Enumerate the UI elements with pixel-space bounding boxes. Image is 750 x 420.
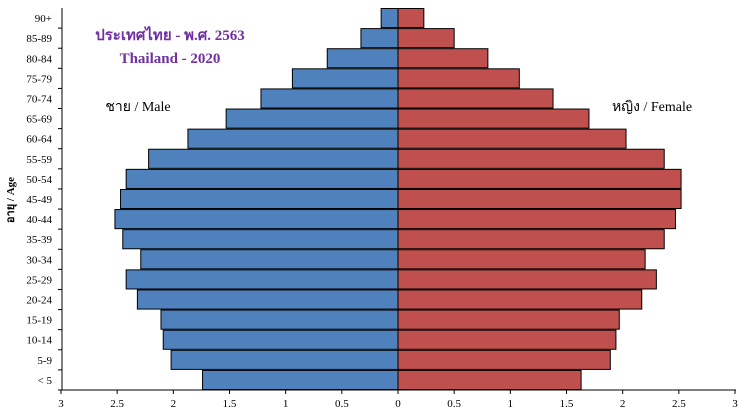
bar-male-18 <box>380 8 399 29</box>
bar-male-13 <box>225 108 399 129</box>
y-tick-label-2: 10-14 <box>26 335 52 347</box>
axes-layer: < 5 5-9 10-14 15-19 20-24 25-29 30-34 35-39 40-4… <box>26 8 738 410</box>
y-tick-label-8: 40-44 <box>26 214 52 226</box>
bar-female-12 <box>397 128 627 149</box>
bar-female-8 <box>397 209 676 230</box>
bar-male-15 <box>291 68 399 89</box>
y-tick-label-0: < 5 <box>38 375 53 387</box>
y-tick-label-5: 25-29 <box>26 274 52 286</box>
y-tick-label-6: 30-34 <box>26 254 52 266</box>
bar-male-16 <box>326 48 399 69</box>
bar-male-5 <box>125 269 399 290</box>
bar-female-2 <box>397 329 617 350</box>
bar-female-14 <box>397 88 554 109</box>
bar-male-14 <box>260 88 399 109</box>
bar-female-18 <box>397 8 425 29</box>
y-tick-label-1: 5-9 <box>37 355 52 367</box>
y-tick-label-15: 75-79 <box>26 73 52 85</box>
y-tick-label-18: 90+ <box>35 13 52 25</box>
bar-female-13 <box>397 108 590 129</box>
y-tick-label-16: 80-84 <box>26 53 52 65</box>
x-tick-label-6: 0 <box>395 398 401 410</box>
bar-female-16 <box>397 48 489 69</box>
x-tick-label-3: 1.5 <box>223 398 237 410</box>
series-label-male: ชาย / Male <box>105 100 170 115</box>
x-tick-label-0: 3 <box>58 398 64 410</box>
y-tick-label-17: 85-89 <box>26 33 52 45</box>
bar-female-7 <box>397 229 665 250</box>
x-tick-label-2: 2 <box>171 398 177 410</box>
bar-male-8 <box>114 209 399 230</box>
bar-male-10 <box>125 168 399 189</box>
y-tick-label-11: 55-59 <box>26 154 52 166</box>
bar-male-12 <box>187 128 399 149</box>
bar-female-9 <box>397 188 682 210</box>
bar-male-4 <box>136 289 399 310</box>
y-tick-label-3: 15-19 <box>26 315 52 327</box>
bar-male-0 <box>202 369 399 391</box>
bar-female-17 <box>397 28 455 49</box>
bar-male-9 <box>120 188 399 210</box>
bar-female-15 <box>397 68 520 89</box>
bar-female-3 <box>397 309 620 330</box>
x-tick-label-10: 2 <box>620 398 626 410</box>
chart-title: ประเทศไทย - พ.ศ. 2563 <box>95 25 245 44</box>
bar-male-1 <box>170 349 399 370</box>
bar-female-10 <box>397 168 682 189</box>
y-tick-label-9: 45-49 <box>26 194 52 206</box>
series-label-female: หญิง / Female <box>612 100 692 115</box>
bar-male-17 <box>360 28 399 49</box>
y-tick-label-14: 70-74 <box>26 93 52 105</box>
x-tick-label-11: 2.5 <box>672 398 686 410</box>
bar-male-7 <box>122 229 399 250</box>
bar-female-6 <box>397 249 646 270</box>
x-tick-label-7: 0.5 <box>447 398 461 410</box>
x-tick-label-5: 0.5 <box>335 398 349 410</box>
x-tick-label-4: 1 <box>283 398 289 410</box>
bar-male-6 <box>140 249 399 270</box>
bar-female-1 <box>397 349 611 370</box>
bar-female-0 <box>397 369 582 391</box>
bar-female-5 <box>397 269 657 290</box>
y-tick-label-4: 20-24 <box>26 295 52 307</box>
bar-male-2 <box>162 329 399 350</box>
y-tick-label-12: 60-64 <box>26 134 52 146</box>
x-tick-label-8: 1 <box>508 398 514 410</box>
bar-male-3 <box>160 309 399 330</box>
x-tick-label-9: 1.5 <box>560 398 574 410</box>
bar-female-11 <box>397 148 665 169</box>
chart-subtitle: Thailand - 2020 <box>120 51 221 67</box>
labels-layer: ประเทศไทย - พ.ศ. 2563 Thailand - 2020 ชา… <box>5 25 692 223</box>
x-tick-label-1: 2.5 <box>110 398 124 410</box>
y-tick-label-10: 50-54 <box>26 174 52 186</box>
bar-female-4 <box>397 289 643 310</box>
x-tick-label-12: 3 <box>732 398 738 410</box>
bar-male-11 <box>148 148 399 169</box>
y-tick-label-7: 35-39 <box>26 234 52 246</box>
y-tick-label-13: 65-69 <box>26 114 52 126</box>
y-axis-title: อายุ / Age <box>5 177 18 223</box>
